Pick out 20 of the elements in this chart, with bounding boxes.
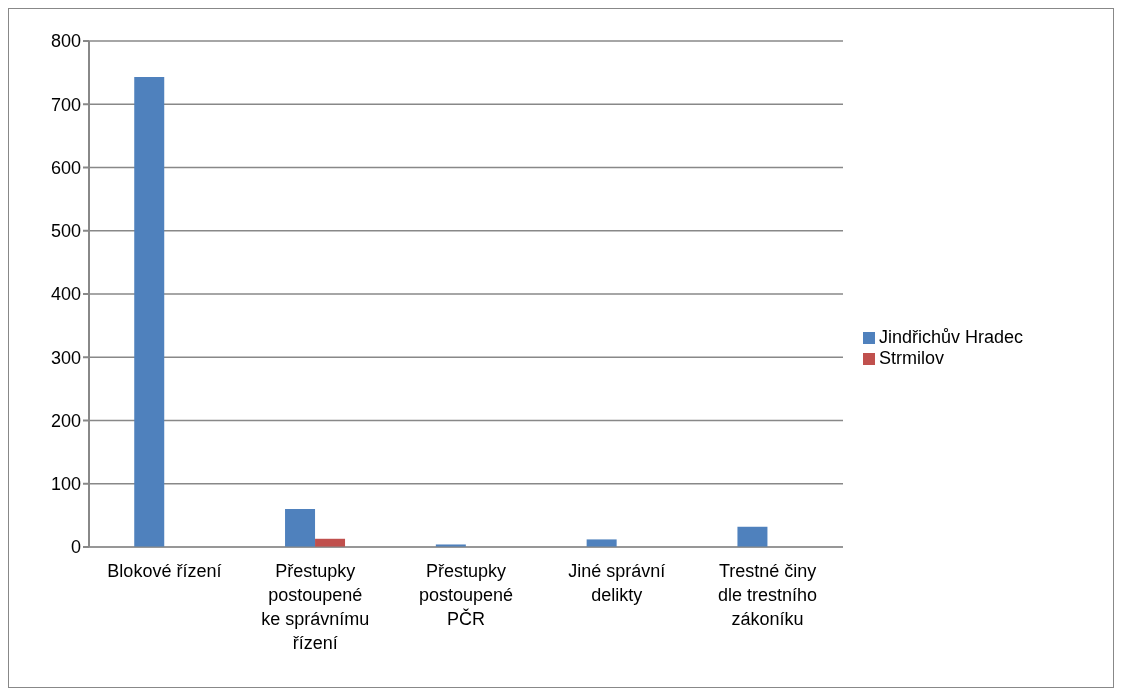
x-tick-label: Jiné správní delikty bbox=[568, 561, 666, 605]
y-tick-label: 700 bbox=[50, 94, 81, 115]
y-tick-label: 0 bbox=[70, 537, 81, 558]
x-tick-label: Přestupky postoupené ke správnímu řízení bbox=[261, 561, 370, 653]
y-tick-label: 500 bbox=[50, 221, 81, 242]
y-tick-label: 200 bbox=[50, 410, 81, 431]
bar bbox=[285, 509, 316, 547]
y-tick-label: 800 bbox=[50, 31, 81, 52]
y-tick-label: 300 bbox=[50, 347, 81, 368]
x-tick-label: Přestupky postoupené PČR bbox=[418, 561, 514, 629]
legend-label: Strmilov bbox=[879, 348, 945, 368]
bar bbox=[134, 77, 165, 547]
y-tick-label: 600 bbox=[50, 157, 81, 178]
bar bbox=[737, 526, 768, 547]
x-tick-label: Blokové řízení bbox=[107, 561, 222, 581]
bar bbox=[586, 539, 617, 547]
y-tick-label: 100 bbox=[50, 474, 81, 495]
y-tick-label: 400 bbox=[50, 284, 81, 305]
legend-label: Jindřichův Hradec bbox=[879, 327, 1024, 347]
x-tick-label: Trestné činy dle trestního zákoníku bbox=[718, 561, 818, 629]
